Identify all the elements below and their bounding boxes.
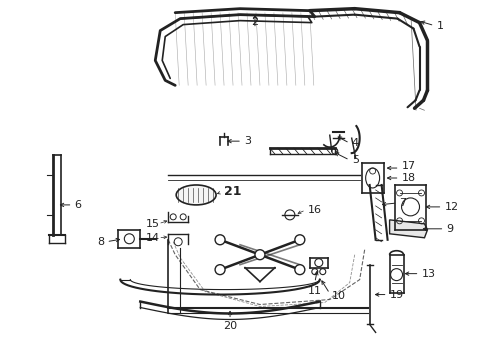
Text: 11: 11 bbox=[308, 285, 322, 296]
Text: 18: 18 bbox=[401, 173, 416, 183]
Text: 12: 12 bbox=[444, 202, 459, 212]
Text: 20: 20 bbox=[223, 321, 237, 332]
Text: 14: 14 bbox=[147, 233, 160, 243]
Text: 5: 5 bbox=[352, 155, 359, 165]
Text: 17: 17 bbox=[401, 161, 416, 171]
Ellipse shape bbox=[176, 185, 216, 205]
Text: 6: 6 bbox=[74, 200, 81, 210]
Text: 1: 1 bbox=[437, 21, 443, 31]
Text: 7: 7 bbox=[399, 198, 407, 208]
Text: 10: 10 bbox=[332, 291, 346, 301]
Text: 3: 3 bbox=[244, 136, 251, 146]
Circle shape bbox=[295, 235, 305, 245]
Text: 4: 4 bbox=[352, 138, 359, 148]
Text: 9: 9 bbox=[446, 224, 454, 234]
Text: 19: 19 bbox=[390, 289, 404, 300]
Circle shape bbox=[215, 235, 225, 245]
Text: 8: 8 bbox=[98, 237, 104, 247]
Polygon shape bbox=[390, 220, 427, 238]
Text: 13: 13 bbox=[421, 269, 436, 279]
Circle shape bbox=[295, 265, 305, 275]
Circle shape bbox=[215, 265, 225, 275]
Text: 16: 16 bbox=[308, 205, 322, 215]
Circle shape bbox=[255, 250, 265, 260]
Text: 21: 21 bbox=[224, 185, 242, 198]
Text: 2: 2 bbox=[251, 17, 259, 27]
Text: 15: 15 bbox=[147, 219, 160, 229]
